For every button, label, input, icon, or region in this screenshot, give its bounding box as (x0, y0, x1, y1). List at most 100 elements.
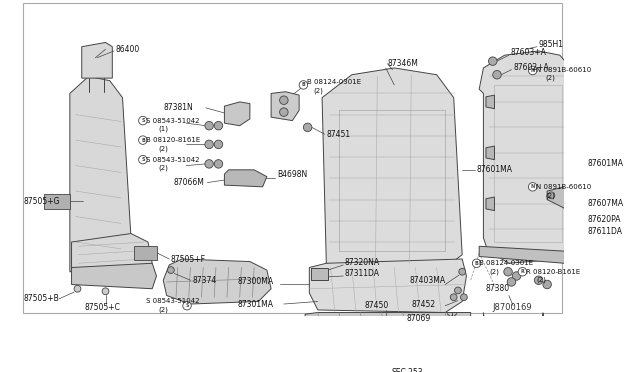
Circle shape (214, 140, 223, 148)
Circle shape (461, 294, 467, 301)
Text: J8700169: J8700169 (492, 303, 532, 312)
Polygon shape (547, 187, 591, 208)
Text: 87069: 87069 (407, 314, 431, 323)
Polygon shape (322, 68, 462, 272)
Text: 87374: 87374 (192, 276, 216, 285)
Text: (2): (2) (158, 145, 168, 152)
Circle shape (303, 123, 312, 132)
Text: (2): (2) (314, 88, 323, 94)
Circle shape (310, 352, 317, 358)
Text: 87066M: 87066M (173, 178, 204, 187)
Text: 87380: 87380 (486, 284, 510, 293)
Circle shape (493, 70, 501, 79)
Circle shape (582, 193, 589, 201)
Text: (2): (2) (545, 75, 556, 81)
Circle shape (139, 116, 147, 125)
Polygon shape (309, 259, 467, 312)
Text: 87601MA: 87601MA (587, 158, 623, 167)
Circle shape (205, 140, 213, 148)
Circle shape (214, 121, 223, 130)
Polygon shape (82, 42, 112, 78)
Circle shape (504, 267, 512, 276)
Text: (2): (2) (545, 192, 556, 199)
Text: S: S (141, 157, 145, 162)
Circle shape (488, 57, 497, 65)
Text: 87381N: 87381N (163, 103, 193, 112)
Text: 87450: 87450 (365, 301, 388, 310)
Circle shape (449, 316, 454, 321)
Circle shape (280, 108, 288, 116)
Circle shape (476, 352, 483, 358)
Text: 87300MA: 87300MA (237, 278, 273, 286)
Polygon shape (311, 268, 328, 280)
Polygon shape (225, 102, 250, 126)
Polygon shape (271, 92, 299, 121)
Text: S 08543-51042: S 08543-51042 (147, 157, 200, 163)
Text: 87505+F: 87505+F (171, 254, 206, 263)
Bar (390, 363, 431, 372)
Circle shape (476, 319, 483, 326)
Circle shape (543, 280, 551, 289)
Text: 87603+A: 87603+A (511, 48, 547, 57)
Text: N 0891B-60610: N 0891B-60610 (536, 67, 591, 74)
Circle shape (139, 155, 147, 164)
Text: S: S (141, 118, 145, 123)
Text: B 08124-0301E: B 08124-0301E (307, 79, 361, 86)
Bar (44, 193, 70, 209)
Circle shape (529, 183, 537, 191)
Text: 87611DA: 87611DA (587, 227, 622, 236)
Text: S: S (186, 303, 189, 308)
Polygon shape (486, 146, 495, 160)
Text: 86400: 86400 (116, 45, 140, 54)
Polygon shape (305, 318, 486, 361)
Polygon shape (225, 170, 267, 187)
Circle shape (214, 160, 223, 168)
Text: 87505+C: 87505+C (84, 303, 120, 312)
Circle shape (205, 160, 213, 168)
Text: (2): (2) (158, 165, 168, 171)
Circle shape (529, 66, 537, 75)
Polygon shape (305, 312, 470, 323)
Text: 87320NA: 87320NA (345, 258, 380, 267)
Text: B4698N: B4698N (277, 170, 307, 179)
Text: 985H1: 985H1 (539, 40, 564, 49)
Text: B: B (475, 261, 479, 266)
Text: (2): (2) (490, 269, 499, 275)
Text: S 08543-51042: S 08543-51042 (147, 298, 200, 304)
Text: B 08120-8161E: B 08120-8161E (147, 137, 200, 143)
Text: B 08124-0301E: B 08124-0301E (479, 260, 533, 266)
Circle shape (472, 259, 481, 267)
Text: B: B (141, 138, 145, 142)
Text: 87607MA: 87607MA (587, 199, 623, 208)
Polygon shape (72, 234, 152, 276)
Text: 87346M: 87346M (387, 59, 419, 68)
Text: 87620PA: 87620PA (587, 215, 621, 224)
Circle shape (280, 96, 288, 105)
Text: 87505+G: 87505+G (23, 197, 60, 206)
Text: N 0891B-60610: N 0891B-60610 (536, 184, 591, 190)
Circle shape (139, 136, 147, 144)
Text: 87301MA: 87301MA (237, 299, 273, 308)
Text: (2): (2) (158, 307, 168, 313)
Circle shape (578, 189, 584, 196)
Polygon shape (486, 95, 495, 109)
Text: 87311DA: 87311DA (345, 269, 380, 278)
Text: B: B (301, 83, 305, 87)
Circle shape (168, 267, 174, 273)
Circle shape (183, 301, 191, 310)
Text: S 08543-51042: S 08543-51042 (147, 118, 200, 124)
Polygon shape (579, 64, 600, 83)
Bar (134, 246, 157, 260)
Text: 87452: 87452 (412, 299, 435, 308)
Polygon shape (70, 76, 131, 272)
Circle shape (548, 192, 555, 199)
Circle shape (518, 267, 527, 276)
Text: R 08120-B161E: R 08120-B161E (526, 269, 580, 275)
Text: 87505+B: 87505+B (23, 294, 59, 304)
Circle shape (512, 272, 521, 280)
Circle shape (454, 287, 461, 294)
Text: 87602+A: 87602+A (513, 64, 549, 73)
Text: 87451: 87451 (326, 130, 351, 139)
Text: SEC.253: SEC.253 (392, 368, 423, 372)
Polygon shape (479, 51, 571, 263)
